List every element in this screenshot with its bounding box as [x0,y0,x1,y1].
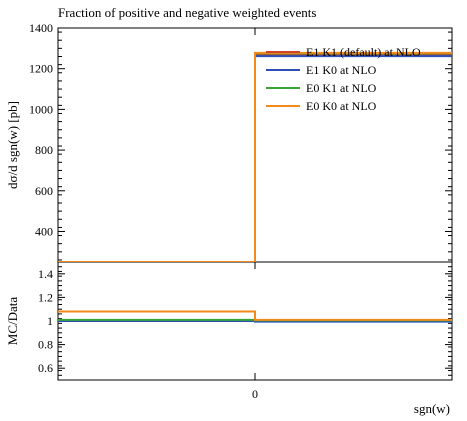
legend-label-3: E0 K1 at NLO [306,81,377,95]
y-tick-label: 600 [35,184,53,198]
chart-title: Fraction of positive and negative weight… [58,5,316,20]
y-tick-label: 1200 [29,62,53,76]
ratio-y-tick-label: 1.2 [38,290,53,304]
ratio-y-tick-label: 1 [47,314,53,328]
x-axis-label: sgn(w) [414,401,450,416]
y-tick-label: 800 [35,143,53,157]
x-tick-label: 0 [252,387,258,401]
main-series-group [58,51,452,262]
main-y-ticks: 400 600 800 1000 1200 1400 [29,21,452,261]
ratio-series-group [58,310,452,323]
main-y-axis-label: dσ/d sgn(w) [pb] [5,101,20,189]
ratio-y-axis-label: MC/Data [5,297,20,346]
ratio-y-tick-label: 0.8 [38,338,53,352]
ratio-series-line-4 [58,310,452,321]
legend-label-4: E0 K0 at NLO [306,99,377,113]
y-tick-label: 400 [35,224,53,238]
ratio-y-tick-label: 0.6 [38,361,53,375]
ratio-y-tick-label: 1.4 [38,267,53,281]
legend: E1 K1 (default) at NLO E1 K0 at NLO E0 K1 … [266,45,421,113]
y-tick-label: 1400 [29,21,53,35]
legend-label-1: E1 K1 (default) at NLO [306,45,421,59]
main-series-line-4 [58,51,452,262]
ratio-y-ticks: 0.6 0.8 1 1.2 1.4 [38,261,452,381]
y-tick-label: 1000 [29,102,53,116]
legend-label-2: E1 K0 at NLO [306,63,377,77]
